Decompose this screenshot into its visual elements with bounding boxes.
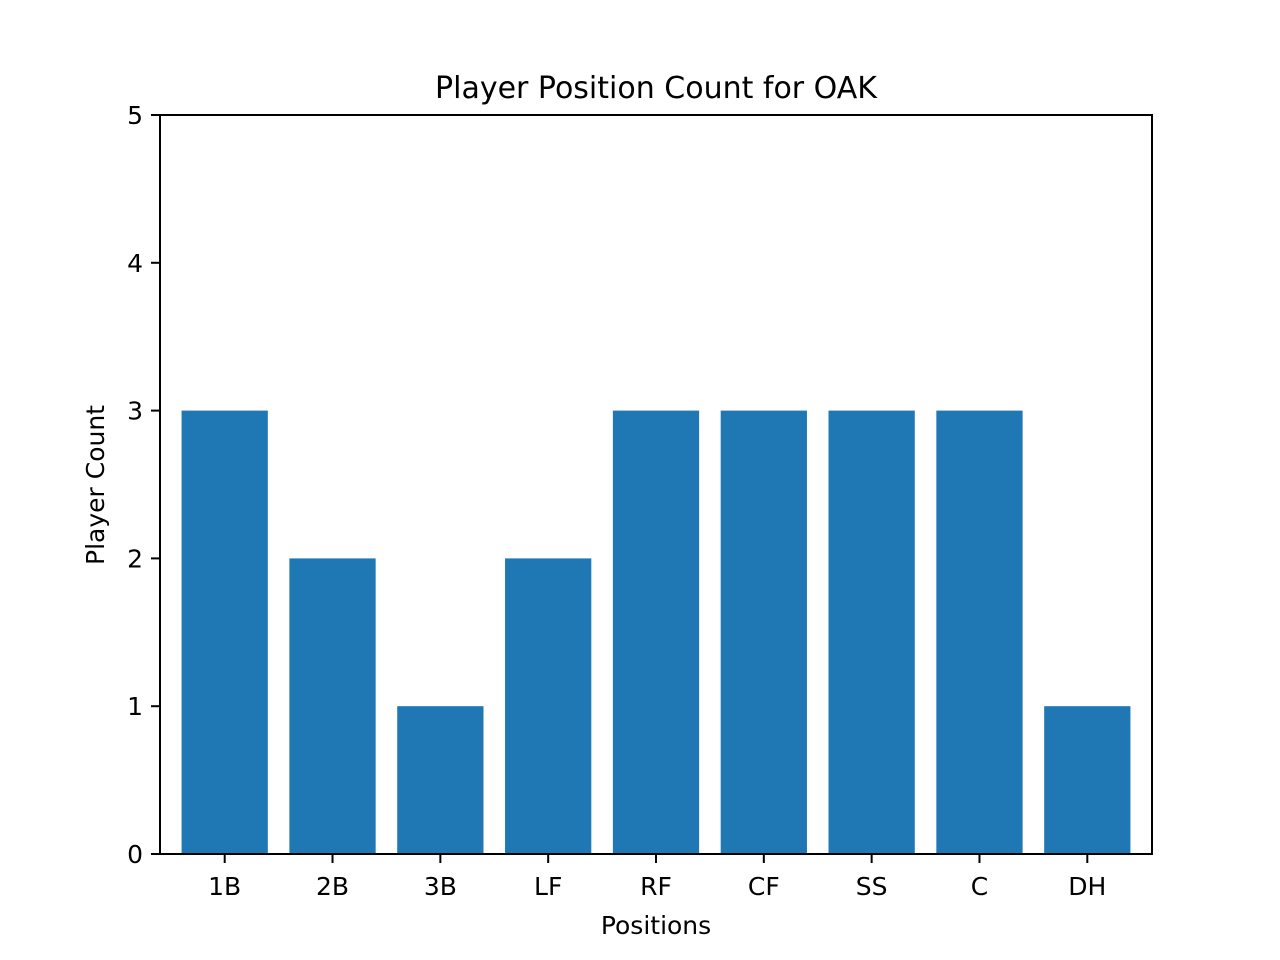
x-tick-label: LF (534, 872, 562, 901)
x-tick-label: 3B (424, 872, 457, 901)
bar-ss (828, 410, 915, 854)
x-tick-label: 2B (316, 872, 349, 901)
bar-c (936, 410, 1023, 854)
y-tick-label: 0 (127, 840, 143, 869)
y-tick-label: 5 (127, 101, 143, 130)
y-tick-label: 3 (127, 397, 143, 426)
y-tick-label: 2 (127, 544, 143, 573)
x-axis-ticks: 1B 2B 3B LF RF CF SS C DH (208, 854, 1106, 901)
y-axis-ticks: 0 1 2 3 4 5 (127, 101, 160, 869)
bars-group (181, 410, 1131, 854)
x-tick-label: CF (748, 872, 780, 901)
bar-rf (612, 410, 700, 854)
x-tick-label: 1B (208, 872, 241, 901)
bar-cf (720, 410, 807, 854)
x-tick-label: SS (856, 872, 888, 901)
y-tick-label: 1 (127, 692, 143, 721)
x-axis-label: Positions (601, 911, 711, 940)
bar-1b (181, 410, 268, 854)
bar-2b (289, 558, 376, 854)
x-tick-label: DH (1068, 872, 1106, 901)
bar-lf (505, 558, 592, 854)
chart-title: Player Position Count for OAK (435, 71, 878, 106)
plot-frame (159, 114, 1153, 855)
x-tick-label: C (971, 872, 988, 901)
y-axis-label: Player Count (81, 405, 110, 565)
bar-dh (1044, 706, 1131, 854)
x-tick-label: RF (640, 872, 672, 901)
y-tick-label: 4 (127, 249, 143, 278)
bar-3b (397, 706, 484, 854)
